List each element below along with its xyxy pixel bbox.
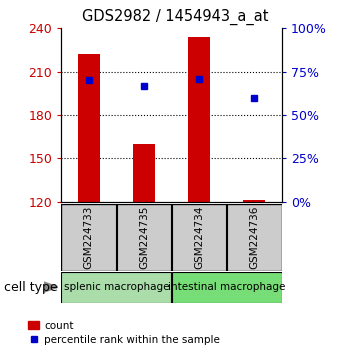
- Bar: [61, 204, 116, 271]
- Text: GSM224734: GSM224734: [194, 205, 204, 269]
- Text: GSM224736: GSM224736: [249, 205, 259, 269]
- Bar: [243, 200, 265, 202]
- Bar: [172, 204, 226, 271]
- Bar: [133, 144, 155, 202]
- Text: GSM224733: GSM224733: [84, 205, 94, 269]
- Legend: count, percentile rank within the sample: count, percentile rank within the sample: [26, 319, 222, 347]
- Bar: [78, 55, 100, 202]
- Bar: [117, 204, 172, 271]
- Text: intestinal macrophage: intestinal macrophage: [168, 282, 285, 292]
- Bar: [188, 37, 210, 202]
- Text: GSM224735: GSM224735: [139, 205, 149, 269]
- Text: GDS2982 / 1454943_a_at: GDS2982 / 1454943_a_at: [82, 9, 268, 25]
- Bar: [61, 272, 172, 303]
- Text: cell type: cell type: [4, 281, 57, 293]
- Bar: [227, 204, 282, 271]
- Polygon shape: [44, 282, 58, 292]
- Text: splenic macrophage: splenic macrophage: [64, 282, 169, 292]
- Bar: [172, 272, 282, 303]
